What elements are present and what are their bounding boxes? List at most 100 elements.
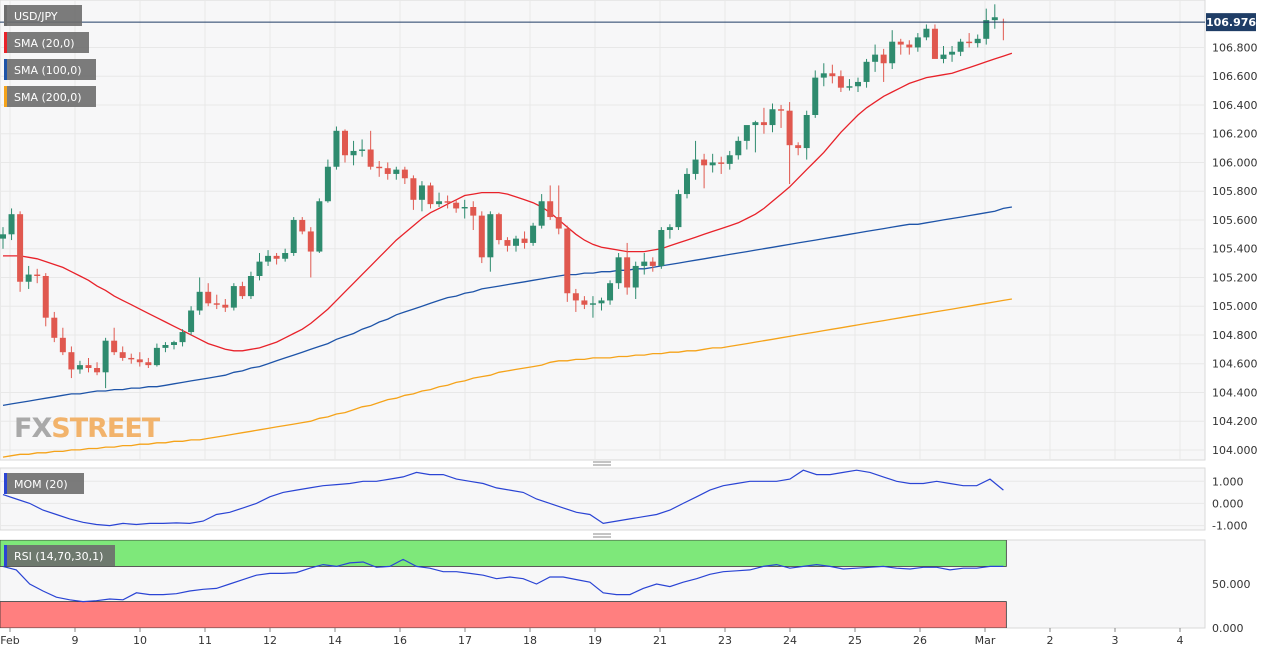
candle-body: [401, 169, 408, 179]
candle: [34, 268, 41, 284]
legend-symbol[interactable]: USD/JPY: [4, 5, 82, 26]
candle-body: [119, 352, 126, 358]
candle-body: [350, 150, 357, 156]
candle-body: [436, 201, 443, 205]
candle-body: [307, 231, 314, 252]
candle: [119, 346, 126, 361]
candle-body: [342, 130, 348, 156]
x-tick-label: 19: [588, 634, 602, 647]
candle: [624, 242, 631, 295]
legend-sma200[interactable]: SMA (200,0): [4, 86, 96, 107]
candle: [709, 153, 716, 173]
candle-body: [684, 173, 690, 195]
candle-body: [769, 109, 776, 126]
candle: [957, 38, 964, 57]
candle: [914, 33, 921, 52]
candle: [487, 211, 494, 272]
candle: [743, 125, 750, 150]
candle: [205, 283, 212, 307]
candle-body: [478, 215, 485, 258]
candle: [179, 329, 186, 347]
candle: [837, 70, 844, 92]
candle: [863, 58, 870, 88]
candle-body: [376, 166, 383, 169]
candle-body: [598, 300, 605, 304]
candle: [350, 140, 357, 166]
candle-body: [572, 293, 579, 301]
candle: [940, 46, 947, 64]
rsi-tick-label: 50.000: [1212, 578, 1251, 591]
candle-body: [444, 201, 451, 203]
candle-body: [649, 261, 656, 266]
fxstreet-logo: FXSTREET: [14, 413, 162, 444]
candle: [880, 48, 887, 82]
candle-body: [8, 214, 15, 235]
candle-body: [0, 234, 6, 239]
current-price-label: 106.976: [1206, 16, 1256, 29]
panel-resize-handle-1[interactable]: [593, 461, 611, 466]
candle-body: [384, 168, 391, 174]
candle-body: [162, 345, 169, 348]
candle-body: [222, 304, 229, 308]
candle-body: [487, 214, 494, 258]
candle-body: [367, 149, 374, 167]
legend-rsi[interactable]: RSI (14,70,30,1): [4, 545, 115, 566]
legend-sma20-label: SMA (20,0): [14, 37, 75, 50]
x-tick-label: 26: [913, 634, 927, 647]
candle-body: [974, 38, 981, 44]
x-tick-label: 24: [783, 634, 797, 647]
price-tick-label: 106.200: [1212, 128, 1258, 141]
panel-resize-handle-2[interactable]: [593, 533, 611, 538]
candle: [906, 40, 913, 55]
candle: [239, 281, 246, 299]
candle: [307, 227, 314, 278]
candle-body: [521, 238, 528, 243]
candle: [521, 231, 528, 249]
rsi-tick-label: 0.000: [1212, 622, 1244, 635]
candle-body: [171, 342, 177, 345]
candle: [444, 195, 451, 209]
legend-sma20[interactable]: SMA (20,0): [4, 32, 89, 53]
candle: [572, 288, 579, 312]
x-tick-label: 17: [458, 634, 472, 647]
candle: [812, 70, 819, 118]
candle: [726, 150, 733, 170]
candle: [923, 24, 930, 41]
momentum-panel: [0, 467, 1206, 531]
candle-body: [153, 347, 160, 366]
candlesticks: [0, 4, 1007, 389]
candle-body: [213, 303, 220, 305]
current-price-tag: [1206, 13, 1256, 32]
candle: [145, 357, 152, 368]
candle: [25, 265, 32, 289]
candle-body: [812, 77, 819, 115]
candle-body: [914, 37, 921, 48]
rsi-overbought-zone: [0, 540, 1007, 567]
candle-body: [111, 340, 118, 353]
x-tick-label: 12: [263, 634, 277, 647]
candle: [538, 194, 545, 229]
candle: [273, 253, 280, 265]
candle-body: [983, 20, 990, 39]
candle: [17, 211, 24, 292]
candle-body: [59, 337, 66, 353]
candle-body: [931, 28, 938, 59]
candle-body: [872, 54, 879, 62]
candle-body: [453, 202, 460, 209]
price-tick-label: 106.600: [1212, 70, 1258, 83]
candle: [461, 199, 468, 219]
candle: [51, 311, 58, 343]
x-tick-label: 9: [72, 634, 79, 647]
candle-body: [632, 265, 639, 288]
legend-sma100[interactable]: SMA (100,0): [4, 59, 96, 80]
candle-body: [940, 54, 947, 59]
candle-body: [863, 61, 870, 82]
gridlines: [0, 0, 1205, 527]
candle: [872, 44, 879, 72]
candle-body: [196, 291, 203, 311]
candle: [991, 4, 998, 29]
legend-mom[interactable]: MOM (20): [4, 473, 84, 494]
mom-tick-label: -1.000: [1212, 520, 1247, 533]
candle-body: [555, 217, 562, 229]
candle-body: [897, 41, 904, 45]
